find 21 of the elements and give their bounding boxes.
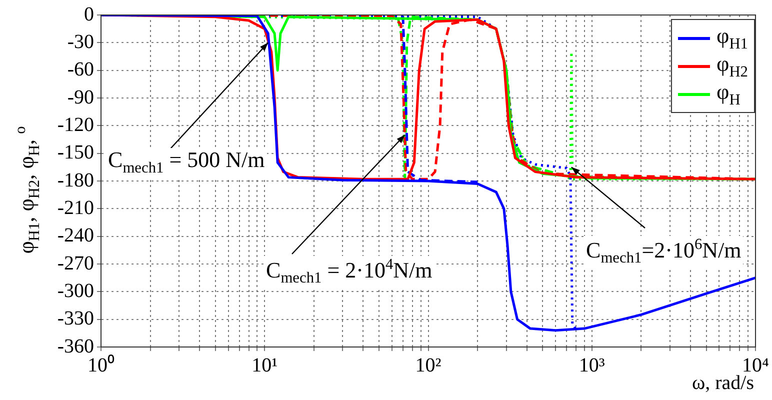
y-tick-label: -120	[57, 114, 94, 136]
y-tick-label: -30	[67, 30, 94, 53]
y-tick-label: -240	[57, 224, 94, 247]
x-tick-label: 10³	[578, 354, 605, 376]
y-tick-label: -150	[57, 142, 94, 164]
x-tick-label: 10¹	[252, 354, 278, 376]
x-tick-label: 10²	[415, 354, 442, 376]
annotation: C$_{mech1}$ = 500 N/m	[106, 147, 267, 177]
y-tick-label: -210	[57, 196, 94, 219]
y-tick-label: -330	[57, 308, 94, 330]
annotation: C$_{mech1}$=2·10$^{6}$N/m	[584, 236, 744, 268]
y-tick-label: -90	[67, 86, 94, 108]
legend-label: φ$_{H1}$	[716, 22, 748, 52]
y-tick-label: -300	[57, 280, 94, 302]
y-tick-label: -270	[57, 252, 94, 274]
legend-label: φ$_{H}$	[716, 78, 740, 110]
annotation: C$_{mech1}$ = 2·10$^{4}$N/m	[264, 256, 434, 288]
y-tick-label: 0	[84, 3, 94, 26]
y-tick-label: -60	[67, 58, 94, 81]
legend-label: φ$_{H2}$	[716, 50, 748, 80]
y-tick-label: -180	[57, 169, 94, 192]
